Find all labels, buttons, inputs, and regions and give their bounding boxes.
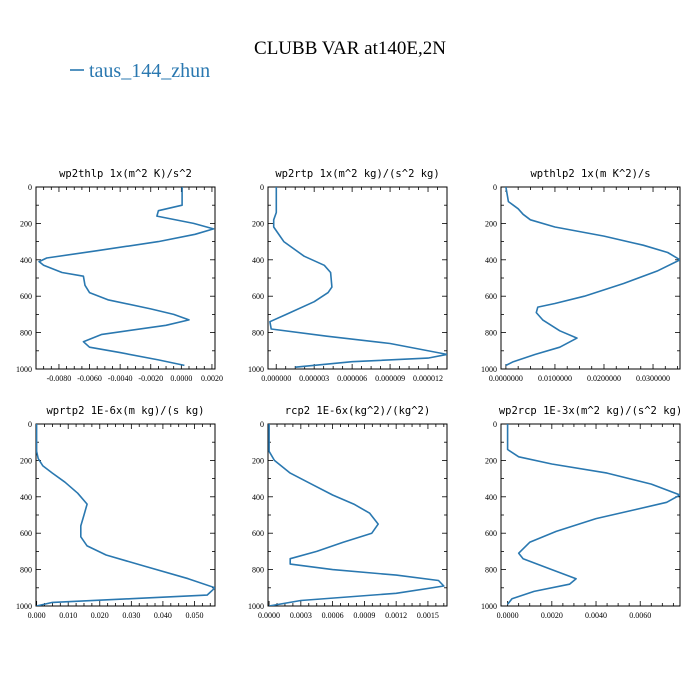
x-tick-label: 0.0015 — [417, 611, 439, 620]
y-tick-label: 800 — [485, 329, 497, 338]
y-tick-label: 0 — [260, 420, 264, 429]
panel-4: wprtp2 1E-6x(m kg)/(s kg) 0 200 400 600 800 10… — [16, 405, 216, 620]
series-line — [269, 187, 447, 368]
x-tick-label: 0.0003 — [290, 611, 312, 620]
x-tick-label: 0.050 — [185, 611, 203, 620]
y-tick-label: 400 — [485, 493, 497, 502]
series-line — [506, 424, 680, 605]
x-tick-label: -0.0020 — [138, 374, 163, 383]
y-tick-label: 200 — [20, 456, 32, 465]
y-tick-label: 800 — [252, 566, 264, 575]
panel-3: wpthlp2 1x(m K^2)/s 0 200 400 600 800 10000.00… — [481, 168, 681, 383]
y-tick-label: 0 — [493, 420, 497, 429]
x-tick-label: 0.000006 — [337, 374, 367, 383]
y-tick-label: 200 — [485, 456, 497, 465]
x-tick-label: 0.040 — [154, 611, 172, 620]
y-tick-label: 0 — [260, 183, 264, 192]
x-tick-label: 0.020 — [91, 611, 109, 620]
x-tick-label: 0.0040 — [585, 611, 607, 620]
series-line — [36, 424, 215, 606]
plot-frame — [35, 186, 216, 370]
y-tick-label: 400 — [485, 256, 497, 265]
y-tick-label: 200 — [252, 219, 264, 228]
series-line — [505, 187, 680, 367]
y-tick-label: 600 — [485, 529, 497, 538]
panel-title: wp2thlp 1x(m^2 K)/s^2 — [59, 168, 192, 180]
y-tick-label: 400 — [252, 493, 264, 502]
panel-title: wpthlp2 1x(m K^2)/s — [530, 168, 650, 180]
x-tick-label: 0.0300000 — [636, 374, 670, 383]
legend-label: taus_144_zhun — [89, 60, 210, 82]
panel-6: wp2rcp 1E-3x(m^2 kg)/(s^2 kg)0 200 400 600 8… — [481, 405, 682, 620]
x-tick-label: -0.0040 — [108, 374, 133, 383]
x-tick-label: 0.010 — [59, 611, 77, 620]
x-tick-label: -0.0060 — [77, 374, 102, 383]
x-tick-label: 0.0020 — [541, 611, 563, 620]
panel-5: rcp2 1E-6x(kg^2)/(kg^2) 0 200 400 600 800 1000… — [248, 405, 448, 620]
figure-title: CLUBB VAR at140E,2N — [254, 38, 446, 59]
y-tick-label: 800 — [20, 566, 32, 575]
y-tick-label: 600 — [252, 292, 264, 301]
panel-title: wp2rcp 1E-3x(m^2 kg)/(s^2 kg) — [499, 405, 682, 417]
y-tick-label: 1000 — [16, 365, 32, 374]
y-tick-label: 0 — [493, 183, 497, 192]
plot-frame — [500, 423, 681, 607]
panels: wp2thlp 1x(m^2 K)/s^2 0 200 400 600 800 1000 -0… — [16, 168, 682, 620]
x-tick-label: 0.0009 — [353, 611, 375, 620]
x-tick-label: 0.0000 — [497, 611, 519, 620]
x-tick-label: 0.0060 — [629, 611, 651, 620]
x-tick-label: 0.0000000 — [489, 374, 523, 383]
legend: taus_144_zhun — [70, 60, 210, 82]
y-tick-label: 600 — [252, 529, 264, 538]
x-tick-label: 0.0020 — [201, 374, 223, 383]
x-tick-label: 0.000000 — [261, 374, 291, 383]
panel-title: rcp2 1E-6x(kg^2)/(kg^2) — [285, 405, 430, 417]
x-tick-label: 0.000012 — [413, 374, 443, 383]
y-tick-label: 1000 — [16, 602, 32, 611]
x-tick-label: 0.0012 — [385, 611, 407, 620]
x-tick-label: -0.0080 — [47, 374, 72, 383]
panel-title: wprtp2 1E-6x(m kg)/(s kg) — [46, 405, 204, 417]
y-tick-label: 400 — [252, 256, 264, 265]
y-tick-label: 200 — [485, 219, 497, 228]
y-tick-label: 1000 — [248, 365, 264, 374]
y-tick-label: 600 — [485, 292, 497, 301]
y-tick-label: 400 — [20, 493, 32, 502]
y-tick-label: 400 — [20, 256, 32, 265]
panel-2: wp2rtp 1x(m^2 kg)/(s^2 kg) 0 200 400 600 800 1… — [248, 168, 448, 383]
x-tick-label: 0.0006 — [322, 611, 344, 620]
x-tick-label: 0.030 — [122, 611, 140, 620]
y-tick-label: 1000 — [248, 602, 264, 611]
x-tick-label: 0.000 — [28, 611, 46, 620]
series-line — [268, 424, 445, 606]
y-tick-label: 600 — [20, 529, 32, 538]
x-tick-label: 0.0200000 — [587, 374, 621, 383]
y-tick-label: 0 — [28, 183, 32, 192]
y-tick-label: 800 — [20, 329, 32, 338]
y-tick-label: 800 — [252, 329, 264, 338]
x-tick-label: 0.0000 — [258, 611, 280, 620]
y-tick-label: 600 — [20, 292, 32, 301]
plot-frame — [500, 186, 681, 370]
x-tick-label: 0.000009 — [375, 374, 405, 383]
x-tick-label: 0.000003 — [299, 374, 329, 383]
y-tick-label: 200 — [252, 456, 264, 465]
y-tick-label: 1000 — [481, 602, 497, 611]
y-tick-label: 200 — [20, 219, 32, 228]
y-tick-label: 800 — [485, 566, 497, 575]
plot-frame — [267, 186, 448, 370]
x-tick-label: 0.0000 — [170, 374, 192, 383]
y-tick-label: 0 — [28, 420, 32, 429]
y-tick-label: 1000 — [481, 365, 497, 374]
series-line — [38, 187, 215, 367]
x-tick-label: 0.0100000 — [538, 374, 572, 383]
panel-1: wp2thlp 1x(m^2 K)/s^2 0 200 400 600 800 1000 -0… — [16, 168, 223, 383]
panel-title: wp2rtp 1x(m^2 kg)/(s^2 kg) — [275, 168, 439, 180]
